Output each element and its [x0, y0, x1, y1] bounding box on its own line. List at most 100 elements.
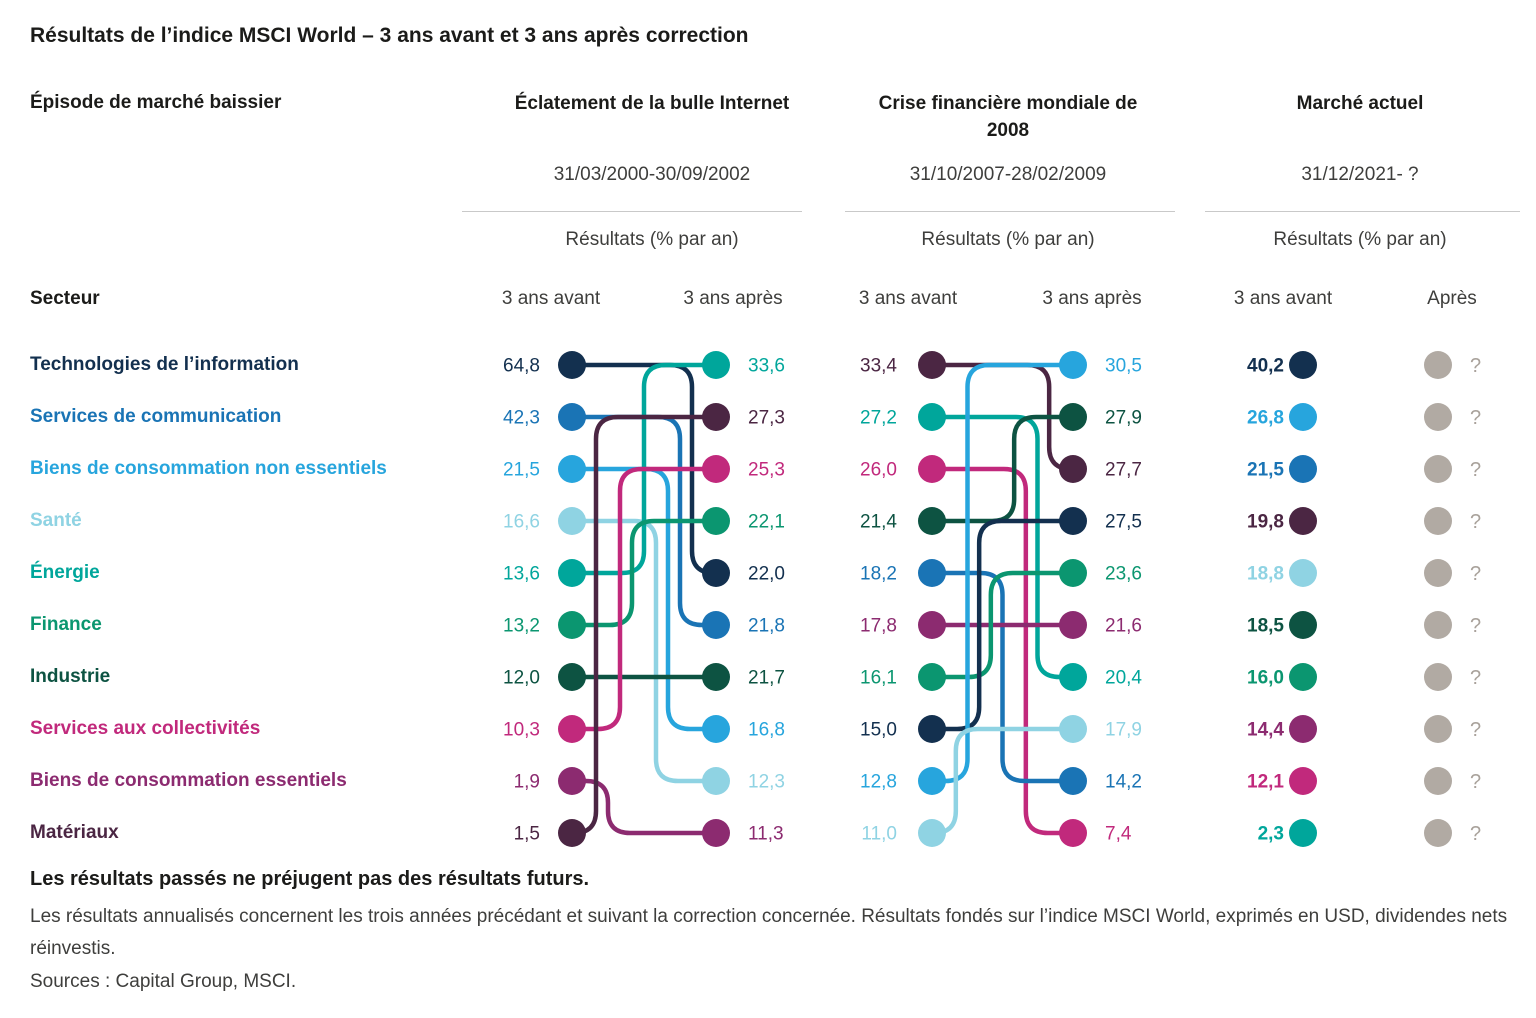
dot-before-1-noness — [558, 455, 586, 483]
dot-after-1-essentiels — [702, 819, 730, 847]
value-before-3-comm: 21,5 — [1247, 460, 1284, 481]
connector-1-collectivites — [572, 466, 716, 732]
value-after-2-energie: 20,4 — [1105, 668, 1142, 689]
sector-label-tech: Technologies de l’information — [30, 354, 299, 375]
dot-unknown-3 — [1424, 455, 1452, 483]
dot-unknown-2 — [1424, 403, 1452, 431]
dot-after-1-collectivites — [702, 455, 730, 483]
connector-1-noness — [572, 466, 716, 732]
connector-2-noness — [932, 362, 1073, 784]
footer-disclaimer: Les résultats passés ne préjugent pas de… — [30, 868, 590, 890]
value-before-1-tech: 64,8 — [503, 356, 540, 377]
dot-before-3-essentiels — [1289, 715, 1317, 743]
dot-unknown-8 — [1424, 715, 1452, 743]
dot-before-2-energie — [918, 403, 946, 431]
sector-label-collectivites: Services aux collectivités — [30, 718, 261, 739]
question-mark-9: ? — [1470, 771, 1481, 793]
value-before-1-collectivites: 10,3 — [503, 720, 540, 741]
sector-column-label: Secteur — [30, 288, 100, 309]
value-before-2-energie: 27,2 — [860, 408, 897, 429]
value-before-1-materiaux: 1,5 — [514, 824, 540, 845]
dot-after-1-sante — [702, 767, 730, 795]
dot-before-1-industrie — [558, 663, 586, 691]
episode-2-slopegraph: 33,4 27,2 26,0 21,4 18,2 17,8 16,1 15,0 12,8 11,0… — [860, 351, 1142, 847]
dot-before-2-industrie — [918, 507, 946, 535]
episode-2-results-label: Résultats (% par an) — [921, 229, 1095, 250]
value-before-2-materiaux: 33,4 — [860, 356, 897, 377]
dot-before-3-noness — [1289, 403, 1317, 431]
value-after-2-collectivites: 7,4 — [1105, 824, 1132, 845]
dot-before-3-comm — [1289, 455, 1317, 483]
dot-before-2-essentiels — [918, 611, 946, 639]
question-mark-5: ? — [1470, 563, 1481, 585]
episode-3-before-label: 3 ans avant — [1233, 288, 1333, 309]
dot-unknown-9 — [1424, 767, 1452, 795]
dot-before-1-sante — [558, 507, 586, 535]
dot-unknown-7 — [1424, 663, 1452, 691]
connector-2-tech — [932, 518, 1073, 732]
connector-1-essentiels — [572, 778, 716, 836]
dot-before-1-finance — [558, 611, 586, 639]
question-mark-2: ? — [1470, 407, 1481, 429]
value-after-2-comm: 14,2 — [1105, 772, 1142, 793]
value-after-2-finance: 23,6 — [1105, 564, 1142, 585]
dot-before-1-collectivites — [558, 715, 586, 743]
question-mark-10: ? — [1470, 823, 1481, 845]
dot-after-1-finance — [702, 507, 730, 535]
value-before-3-collectivites: 12,1 — [1247, 772, 1284, 793]
footer: Les résultats passés ne préjugent pas de… — [30, 868, 1508, 997]
value-after-1-tech: 22,0 — [748, 564, 785, 585]
value-after-2-noness: 30,5 — [1105, 356, 1142, 377]
episode-1-dates: 31/03/2000-30/09/2002 — [553, 164, 751, 185]
question-mark-6: ? — [1470, 615, 1481, 637]
value-before-1-noness: 21,5 — [503, 460, 540, 481]
dot-after-1-tech — [702, 559, 730, 587]
sector-label-materiaux: Matériaux — [30, 822, 119, 843]
connector-1-tech — [572, 362, 716, 576]
value-before-1-essentiels: 1,9 — [514, 772, 540, 793]
footer-note: Les résultats annualisés concernent les … — [30, 906, 1508, 959]
value-after-1-noness: 16,8 — [748, 720, 785, 741]
dot-before-2-comm — [918, 559, 946, 587]
dot-after-2-essentiels — [1059, 611, 1087, 639]
dot-after-2-comm — [1059, 767, 1087, 795]
dot-before-1-energie — [558, 559, 586, 587]
dot-after-2-energie — [1059, 663, 1087, 691]
dot-before-3-energie — [1289, 819, 1317, 847]
dot-unknown-10 — [1424, 819, 1452, 847]
dot-unknown-5 — [1424, 559, 1452, 587]
value-after-1-materiaux: 27,3 — [748, 408, 785, 429]
episode-3-slopegraph: 40,2 26,8 21,5 19,8 18,8 18,5 16,0 14,4 12,1 2,3?… — [1247, 351, 1481, 847]
value-after-1-industrie: 21,7 — [748, 668, 785, 689]
episode-1-divider — [462, 211, 802, 212]
dot-before-1-comm — [558, 403, 586, 431]
value-before-1-industrie: 12,0 — [503, 668, 540, 689]
value-before-2-finance: 16,1 — [860, 668, 897, 689]
dot-after-1-materiaux — [702, 403, 730, 431]
connector-1-materiaux — [572, 414, 716, 836]
question-mark-8: ? — [1470, 719, 1481, 741]
value-before-1-sante: 16,6 — [503, 512, 540, 533]
dot-unknown-6 — [1424, 611, 1452, 639]
value-before-2-sante: 11,0 — [861, 824, 897, 845]
dot-after-2-industrie — [1059, 403, 1087, 431]
connector-2-finance — [932, 570, 1073, 680]
dot-before-1-materiaux — [558, 819, 586, 847]
value-before-2-comm: 18,2 — [860, 564, 897, 585]
footer-sources: Sources : Capital Group, MSCI. — [30, 971, 297, 992]
episode-1-title: Éclatement de la bulle Internet — [514, 93, 790, 114]
question-mark-1: ? — [1470, 355, 1481, 377]
episode-3-dates: 31/12/2021- ? — [1301, 164, 1419, 185]
value-after-2-sante: 17,9 — [1105, 720, 1142, 741]
dot-before-2-finance — [918, 663, 946, 691]
question-mark-4: ? — [1470, 511, 1481, 533]
connector-1-comm — [572, 414, 716, 628]
sector-label-energie: Énergie — [30, 562, 100, 583]
dot-after-1-energie — [702, 351, 730, 379]
episode-2-before-label: 3 ans avant — [858, 288, 958, 309]
sector-label-comm: Services de communication — [30, 406, 282, 427]
dot-before-2-materiaux — [918, 351, 946, 379]
value-before-1-comm: 42,3 — [503, 408, 540, 429]
